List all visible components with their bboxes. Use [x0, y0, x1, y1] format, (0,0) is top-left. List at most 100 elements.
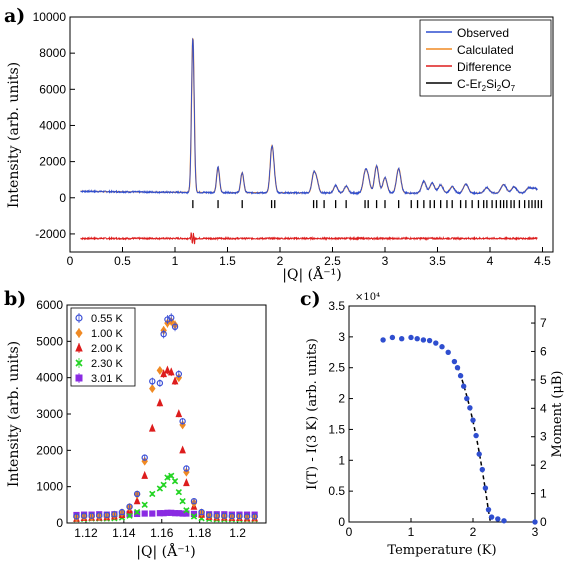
data-point	[141, 510, 148, 517]
data-point	[495, 516, 501, 522]
legend-label: 0.55 K	[91, 313, 123, 325]
data-point	[426, 337, 433, 344]
data-point	[160, 369, 168, 378]
y2-tick-label: 6	[540, 344, 547, 358]
panel-a-ylabel: Intensity (arb. units)	[6, 62, 22, 208]
data-point	[179, 418, 186, 425]
legend-label-difference: Difference	[457, 60, 512, 74]
y-tick-label: 3	[338, 330, 345, 344]
y-tick-label: 8000	[39, 46, 66, 60]
data-point	[251, 513, 258, 520]
data-point	[532, 519, 538, 525]
legend-label: 1.00 K	[91, 328, 123, 340]
legend-label: 3.01 K	[91, 373, 123, 385]
x-tick-label: 1.5	[219, 254, 236, 268]
panel-a-chart: 0 0.5 1 1.5 2 2.5 3 3.5 4 4.5 -200002000400060008…	[6, 10, 554, 283]
data-point	[111, 511, 118, 518]
legend-label-calculated: Calculated	[457, 43, 514, 57]
data-point	[467, 405, 473, 411]
panel-label-a: a)	[4, 5, 25, 27]
data-point	[175, 370, 183, 378]
panel-c-frame	[348, 305, 536, 523]
y-tick-label: 3000	[36, 407, 63, 421]
data-point	[433, 340, 439, 346]
data-point	[96, 512, 103, 519]
data-point	[501, 518, 507, 524]
y-tick-label: 6000	[39, 82, 66, 96]
y-tick-label: -2000	[35, 227, 66, 241]
y-tick-label: 1	[338, 453, 345, 467]
data-point	[156, 379, 164, 387]
data-point	[389, 334, 396, 341]
data-point	[167, 367, 175, 376]
x-tick-label: 2.5	[324, 254, 341, 268]
y-tick-label: 0	[338, 515, 345, 529]
data-point	[221, 512, 228, 519]
x-tick-label: 0.5	[114, 254, 131, 268]
x-tick-label: 1.16	[150, 526, 174, 540]
x-tick-label: 3.5	[429, 254, 446, 268]
data-point	[141, 470, 149, 479]
data-point	[160, 330, 167, 338]
data-point	[414, 336, 420, 342]
fit-dashed-line	[456, 366, 492, 523]
x-tick-label: 3	[532, 525, 539, 539]
data-point	[473, 432, 479, 439]
data-point	[205, 511, 213, 519]
data-point	[168, 472, 175, 479]
x-tick-label: 2	[470, 525, 477, 539]
data-point	[164, 474, 171, 481]
data-point	[75, 359, 83, 367]
data-point	[439, 344, 445, 350]
data-point	[75, 328, 83, 338]
y-tick-label: 2.5	[328, 361, 345, 375]
legend-label-reflections: C-Er2Si2O7	[457, 77, 516, 93]
y-tick-label: 5000	[36, 334, 63, 348]
x-tick-label: 2	[277, 254, 284, 268]
data-point	[149, 490, 156, 498]
data-point	[171, 478, 179, 485]
y2-tick-label: 5	[540, 373, 547, 387]
x-tick-label: 1.18	[188, 526, 212, 540]
y-tick-label: 2000	[39, 155, 66, 169]
data-point	[133, 508, 141, 516]
data-point	[149, 384, 156, 394]
data-point	[454, 365, 461, 371]
data-point	[168, 314, 175, 321]
data-point	[156, 398, 164, 407]
panel-b-legend: 0.55 K 1.00 K 2.00 K 2.30 K 3.01 K	[70, 307, 136, 387]
data-point	[408, 334, 414, 341]
y-tick-label: 0.5	[328, 484, 345, 498]
data-point	[399, 336, 405, 342]
data-point	[75, 374, 83, 382]
panel-a-legend: Observed Calculated Difference C-Er2Si2O…	[419, 19, 552, 97]
panel-c-y-multiplier: ×10⁴	[355, 292, 380, 303]
data-point	[103, 511, 111, 519]
data-point	[190, 498, 198, 505]
data-point	[126, 512, 133, 519]
data-point	[164, 365, 171, 374]
data-point	[236, 512, 243, 520]
data-point	[141, 501, 148, 508]
y-tick-label: 2	[338, 392, 345, 406]
panel-c-chart: 0 1 2 3 0 0.5 1 1.5 2 2.5 3 3.5 0 1 2 3 4 5 6 7 ×10⁴ Temp…	[305, 292, 565, 558]
data-point	[482, 485, 489, 491]
y-tick-label: 4000	[36, 371, 63, 385]
data-point	[73, 513, 80, 520]
data-point	[88, 512, 95, 519]
data-point	[213, 512, 220, 519]
x-tick-label: 1.2	[229, 526, 246, 540]
difference-line	[80, 232, 538, 245]
y2-tick-label: 1	[540, 487, 547, 501]
panel-b-xlabel: |Q| (Å⁻¹)	[136, 542, 195, 560]
panel-a-frame	[69, 16, 554, 253]
data-point	[75, 342, 83, 352]
y2-tick-label: 2	[540, 458, 547, 472]
panel-label-b: b)	[4, 288, 26, 310]
y-tick-label: 10000	[33, 10, 67, 24]
data-point	[179, 445, 186, 454]
panel-b-ylabel: Intensity (arb. units)	[6, 341, 22, 487]
data-point	[479, 466, 485, 473]
data-point	[75, 314, 83, 322]
